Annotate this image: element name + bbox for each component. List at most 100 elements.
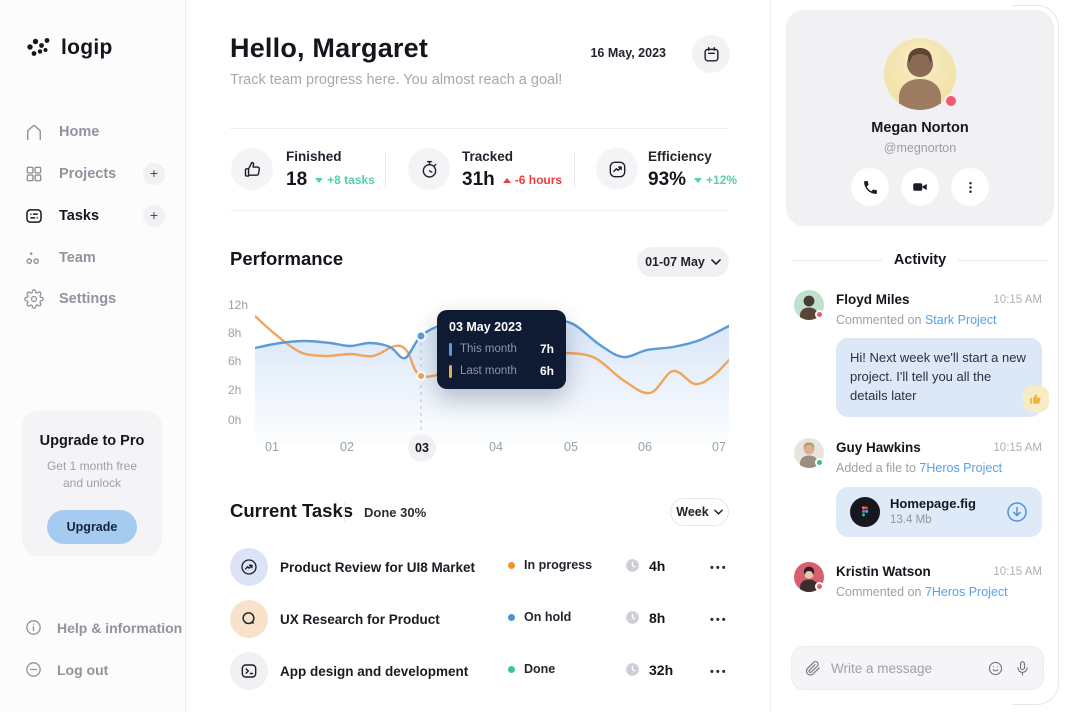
project-link[interactable]: 7Heros Project bbox=[924, 585, 1008, 599]
task-title[interactable]: App design and development bbox=[280, 664, 469, 679]
sidebar-item-projects[interactable]: Projects bbox=[24, 159, 174, 189]
status-dot bbox=[508, 613, 515, 621]
profile-card: Megan Norton @megnorton bbox=[786, 10, 1054, 226]
upgrade-subtitle: Get 1 month free and unlock bbox=[46, 459, 138, 491]
task-menu-button[interactable]: ••• bbox=[710, 614, 728, 626]
activity-time: 10:15 AM bbox=[993, 442, 1042, 454]
tooltip-value: 6h bbox=[539, 364, 554, 378]
date-range-label: 01-07 May bbox=[645, 255, 705, 269]
activity-user-name[interactable]: Guy Hawkins bbox=[836, 440, 921, 455]
add-task-button[interactable]: + bbox=[143, 205, 165, 227]
file-attachment-card[interactable]: Homepage.fig 13.4 Mb bbox=[836, 487, 1042, 537]
message-bubble: Hi! Next week we'll start a new project.… bbox=[836, 338, 1042, 417]
chevron-down-icon bbox=[713, 509, 723, 515]
tooltip-title: 03 May 2023 bbox=[449, 320, 522, 334]
stat-delta: -6 hours bbox=[502, 173, 562, 187]
team-icon bbox=[24, 248, 44, 268]
more-options-button[interactable] bbox=[951, 168, 989, 206]
x-tick: 04 bbox=[489, 440, 503, 454]
file-size: 13.4 Mb bbox=[890, 514, 932, 526]
help-link[interactable]: Help & information bbox=[24, 618, 182, 637]
thumbs-up-reaction[interactable] bbox=[1023, 386, 1049, 412]
download-button[interactable] bbox=[1005, 500, 1029, 524]
tooltip-label: Last month bbox=[460, 365, 517, 377]
divider bbox=[385, 152, 386, 188]
logout-icon bbox=[24, 660, 43, 679]
emoji-icon[interactable] bbox=[987, 660, 1004, 677]
task-time: 8h bbox=[624, 609, 665, 626]
tasks-icon bbox=[24, 206, 44, 226]
x-tick-highlighted[interactable]: 03 bbox=[408, 434, 436, 462]
project-link[interactable]: 7Heros Project bbox=[919, 461, 1003, 475]
logout-label: Log out bbox=[57, 661, 109, 678]
status-dot bbox=[815, 582, 824, 591]
performance-title: Performance bbox=[230, 248, 344, 269]
task-terminal-icon bbox=[230, 652, 268, 690]
period-dropdown[interactable]: Week bbox=[670, 498, 729, 526]
activity-user-name[interactable]: Kristin Watson bbox=[836, 564, 931, 579]
task-title[interactable]: UX Research for Product bbox=[280, 612, 440, 627]
task-menu-button[interactable]: ••• bbox=[710, 666, 728, 678]
logo-icon bbox=[24, 34, 52, 62]
y-tick: 12h bbox=[228, 298, 249, 312]
call-button[interactable] bbox=[851, 168, 889, 206]
x-tick: 02 bbox=[340, 440, 354, 454]
x-tick: 06 bbox=[638, 440, 652, 454]
x-tick: 07 bbox=[712, 440, 726, 454]
message-input[interactable] bbox=[831, 660, 977, 676]
sidebar-item-settings[interactable]: Settings bbox=[24, 284, 174, 314]
clock-icon bbox=[624, 609, 641, 626]
profile-name: Megan Norton bbox=[871, 120, 969, 136]
this-month-color-bar bbox=[449, 342, 452, 356]
trend-triangle-icon bbox=[315, 177, 324, 183]
trend-triangle-icon bbox=[694, 177, 703, 183]
task-status: In progress bbox=[508, 558, 592, 572]
task-review-icon bbox=[230, 548, 268, 586]
activity-time: 10:15 AM bbox=[993, 566, 1042, 578]
message-composer bbox=[791, 646, 1044, 690]
date-range-dropdown[interactable]: 01-07 May bbox=[637, 247, 729, 277]
logo: logip bbox=[24, 34, 113, 62]
paperclip-icon[interactable] bbox=[804, 660, 821, 677]
sidebar-item-team[interactable]: Team bbox=[24, 243, 174, 273]
upgrade-title: Upgrade to Pro bbox=[39, 433, 145, 449]
task-title[interactable]: Product Review for UI8 Market bbox=[280, 560, 476, 575]
right-panel: Megan Norton @megnorton bbox=[770, 0, 1066, 712]
y-tick: 8h bbox=[228, 326, 242, 340]
logout-link[interactable]: Log out bbox=[24, 660, 108, 679]
chart-tooltip: 03 May 2023 This month 7h Last month 6h bbox=[437, 310, 566, 389]
stat-delta: +8 tasks bbox=[315, 173, 375, 187]
page-title: Hello, Margaret bbox=[230, 33, 429, 63]
project-link[interactable]: Stark Project bbox=[924, 313, 997, 327]
x-tick: 05 bbox=[564, 440, 578, 454]
add-project-button[interactable]: + bbox=[143, 163, 165, 185]
activity-header: Activity bbox=[791, 252, 1050, 268]
home-icon bbox=[24, 122, 44, 142]
y-tick: 0h bbox=[228, 413, 242, 427]
projects-grid-icon bbox=[24, 164, 44, 184]
info-icon bbox=[24, 618, 43, 637]
activity-user-name[interactable]: Floyd Miles bbox=[836, 292, 910, 307]
chevron-down-icon bbox=[711, 259, 721, 265]
this-month-marker[interactable] bbox=[415, 330, 427, 342]
divider bbox=[958, 259, 1050, 261]
calendar-button[interactable] bbox=[692, 35, 730, 73]
sidebar-item-tasks[interactable]: Tasks bbox=[24, 201, 174, 231]
task-menu-button[interactable]: ••• bbox=[710, 562, 728, 574]
upgrade-card: Upgrade to Pro Get 1 month free and unlo… bbox=[22, 411, 162, 556]
microphone-icon[interactable] bbox=[1014, 660, 1031, 677]
tooltip-value: 7h bbox=[539, 342, 554, 356]
y-tick: 2h bbox=[228, 383, 242, 397]
calendar-icon bbox=[702, 45, 721, 64]
tooltip-label: This month bbox=[460, 343, 517, 355]
video-call-button[interactable] bbox=[901, 168, 939, 206]
upgrade-button[interactable]: Upgrade bbox=[47, 510, 137, 544]
current-tasks-title: Current Tasks bbox=[230, 500, 354, 521]
help-label: Help & information bbox=[57, 619, 183, 636]
current-date: 16 May, 2023 bbox=[590, 46, 666, 60]
page-subtitle: Track team progress here. You almost rea… bbox=[230, 72, 563, 88]
sidebar-item-home[interactable]: Home bbox=[24, 117, 174, 147]
clock-icon bbox=[624, 661, 641, 678]
activity-action: Commented on 7Heros Project bbox=[836, 585, 1008, 599]
divider bbox=[791, 259, 882, 261]
